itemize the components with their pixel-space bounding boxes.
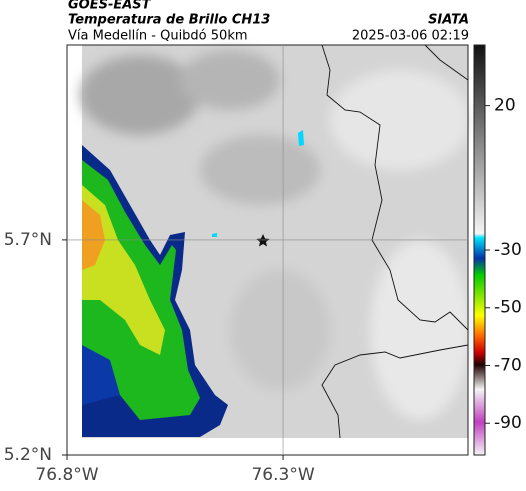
colorbar-tick-label: -30 xyxy=(494,240,522,260)
colorbar xyxy=(473,44,486,456)
cloud-orange xyxy=(82,200,105,270)
y-tick-label: 5.7°N xyxy=(4,230,52,250)
cloud-yellow xyxy=(82,185,165,355)
cloud-texture xyxy=(80,50,470,420)
title: Temperatura de Brillo CH13 xyxy=(68,13,270,28)
subtitle: Vía Medellín - Quibdó 50km xyxy=(68,29,248,44)
x-tick-label: 76.8°W xyxy=(35,465,98,485)
datetime: 2025-03-06 02:19 xyxy=(352,29,469,44)
x-tick-label: 76.3°W xyxy=(251,465,314,485)
source: GOES-EAST xyxy=(68,0,152,13)
colorbar-tick-label: -50 xyxy=(494,298,522,318)
agency: SIATA xyxy=(428,13,469,28)
cloud-blue-patch xyxy=(82,345,120,405)
no-data-strip xyxy=(82,438,468,455)
colorbar-tick-label: 20 xyxy=(494,96,516,116)
border-line xyxy=(321,44,469,439)
cold-spot xyxy=(298,130,304,146)
y-tick-label: 5.2°N xyxy=(4,445,52,465)
colorbar-tick-label: -70 xyxy=(494,355,522,375)
satellite-image xyxy=(80,44,470,455)
cold-spot xyxy=(212,233,217,237)
location-star xyxy=(256,234,270,247)
colorbar-tick-label: -90 xyxy=(494,413,522,433)
map-frame xyxy=(66,44,469,456)
